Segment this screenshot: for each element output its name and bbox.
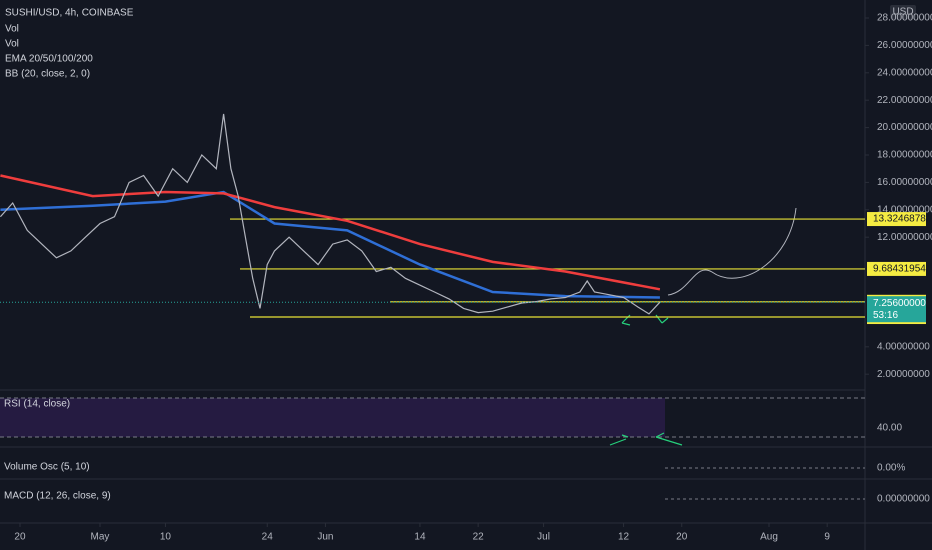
pane-tick-label: 40.00 xyxy=(877,423,902,434)
last-price-badge xyxy=(867,296,926,323)
y-tick-label: 26.00000000 xyxy=(877,40,932,51)
legend-line: Vol xyxy=(5,24,19,35)
symbol-title: SUSHI/USD, 4h, COINBASE xyxy=(5,8,134,19)
pane-tick-label: 0.00% xyxy=(877,463,905,474)
y-tick-label: 14.00000000 xyxy=(877,204,932,215)
arrow-drawing xyxy=(609,432,683,446)
currency: USD xyxy=(892,7,913,18)
level-label: 13.32468780 xyxy=(873,214,932,225)
y-tick-label: 24.00000000 xyxy=(877,67,932,78)
x-tick-label: 20 xyxy=(14,532,26,543)
currency-badge xyxy=(890,5,916,19)
y-tick-label: 22.00000000 xyxy=(877,95,932,106)
pane-label: MACD (12, 26, close, 9) xyxy=(4,491,111,502)
series-line xyxy=(0,174,661,291)
last-price-label: 7.25600000 xyxy=(873,298,926,309)
y-tick-label: 2.00000000 xyxy=(877,369,930,380)
pane-tick-label: 0.00000000 xyxy=(877,494,930,505)
y-tick-label: 18.00000000 xyxy=(877,150,932,161)
x-tick-label: Jun xyxy=(317,532,333,543)
countdown: 53:16 xyxy=(873,310,898,321)
x-tick-label: 14 xyxy=(414,532,426,543)
arrow-drawing xyxy=(621,314,669,326)
x-tick-label: May xyxy=(91,532,110,543)
x-tick-label: 22 xyxy=(473,532,485,543)
y-tick-label: 12.00000000 xyxy=(877,232,932,243)
legend-line: EMA 20/50/100/200 xyxy=(5,54,93,65)
x-tick-label: 20 xyxy=(676,532,688,543)
x-tick-label: 10 xyxy=(160,532,172,543)
y-tick-label: 28.00000000 xyxy=(877,13,932,24)
pane-label: Volume Osc (5, 10) xyxy=(4,462,90,473)
level-badge xyxy=(867,212,926,227)
x-tick-label: 9 xyxy=(824,532,830,543)
level-label: 9.68431954 xyxy=(873,264,926,275)
y-tick-label: 20.00000000 xyxy=(877,122,932,133)
x-tick-label: 12 xyxy=(618,532,630,543)
series-line xyxy=(0,113,661,315)
x-tick-label: 24 xyxy=(262,532,274,543)
legend-line: BB (20, close, 2, 0) xyxy=(5,69,90,80)
projection-drawing xyxy=(667,207,797,296)
rsi-band xyxy=(0,398,665,437)
y-tick-label: 4.00000000 xyxy=(877,341,930,352)
x-tick-label: Aug xyxy=(760,532,778,543)
pane-label: RSI (14, close) xyxy=(4,399,70,410)
y-tick-label: 16.00000000 xyxy=(877,177,932,188)
series-line xyxy=(0,190,660,299)
x-tick-label: Jul xyxy=(537,532,550,543)
legend-line: Vol xyxy=(5,39,19,50)
level-badge xyxy=(867,261,926,276)
